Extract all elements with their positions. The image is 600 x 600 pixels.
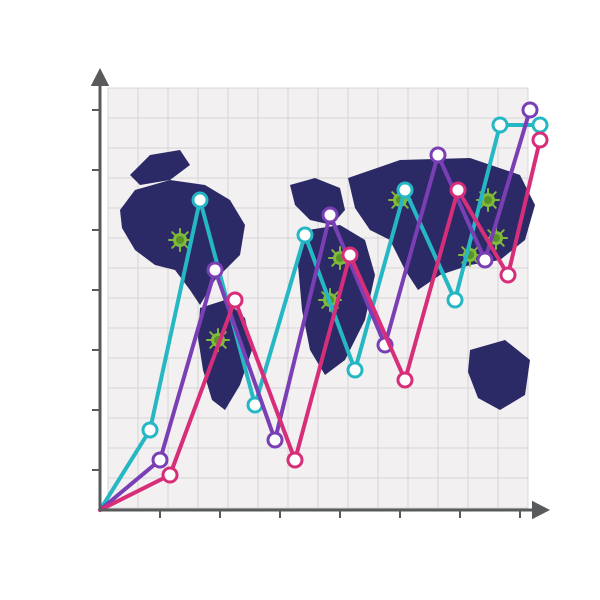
global-trend-chart	[40, 40, 560, 560]
